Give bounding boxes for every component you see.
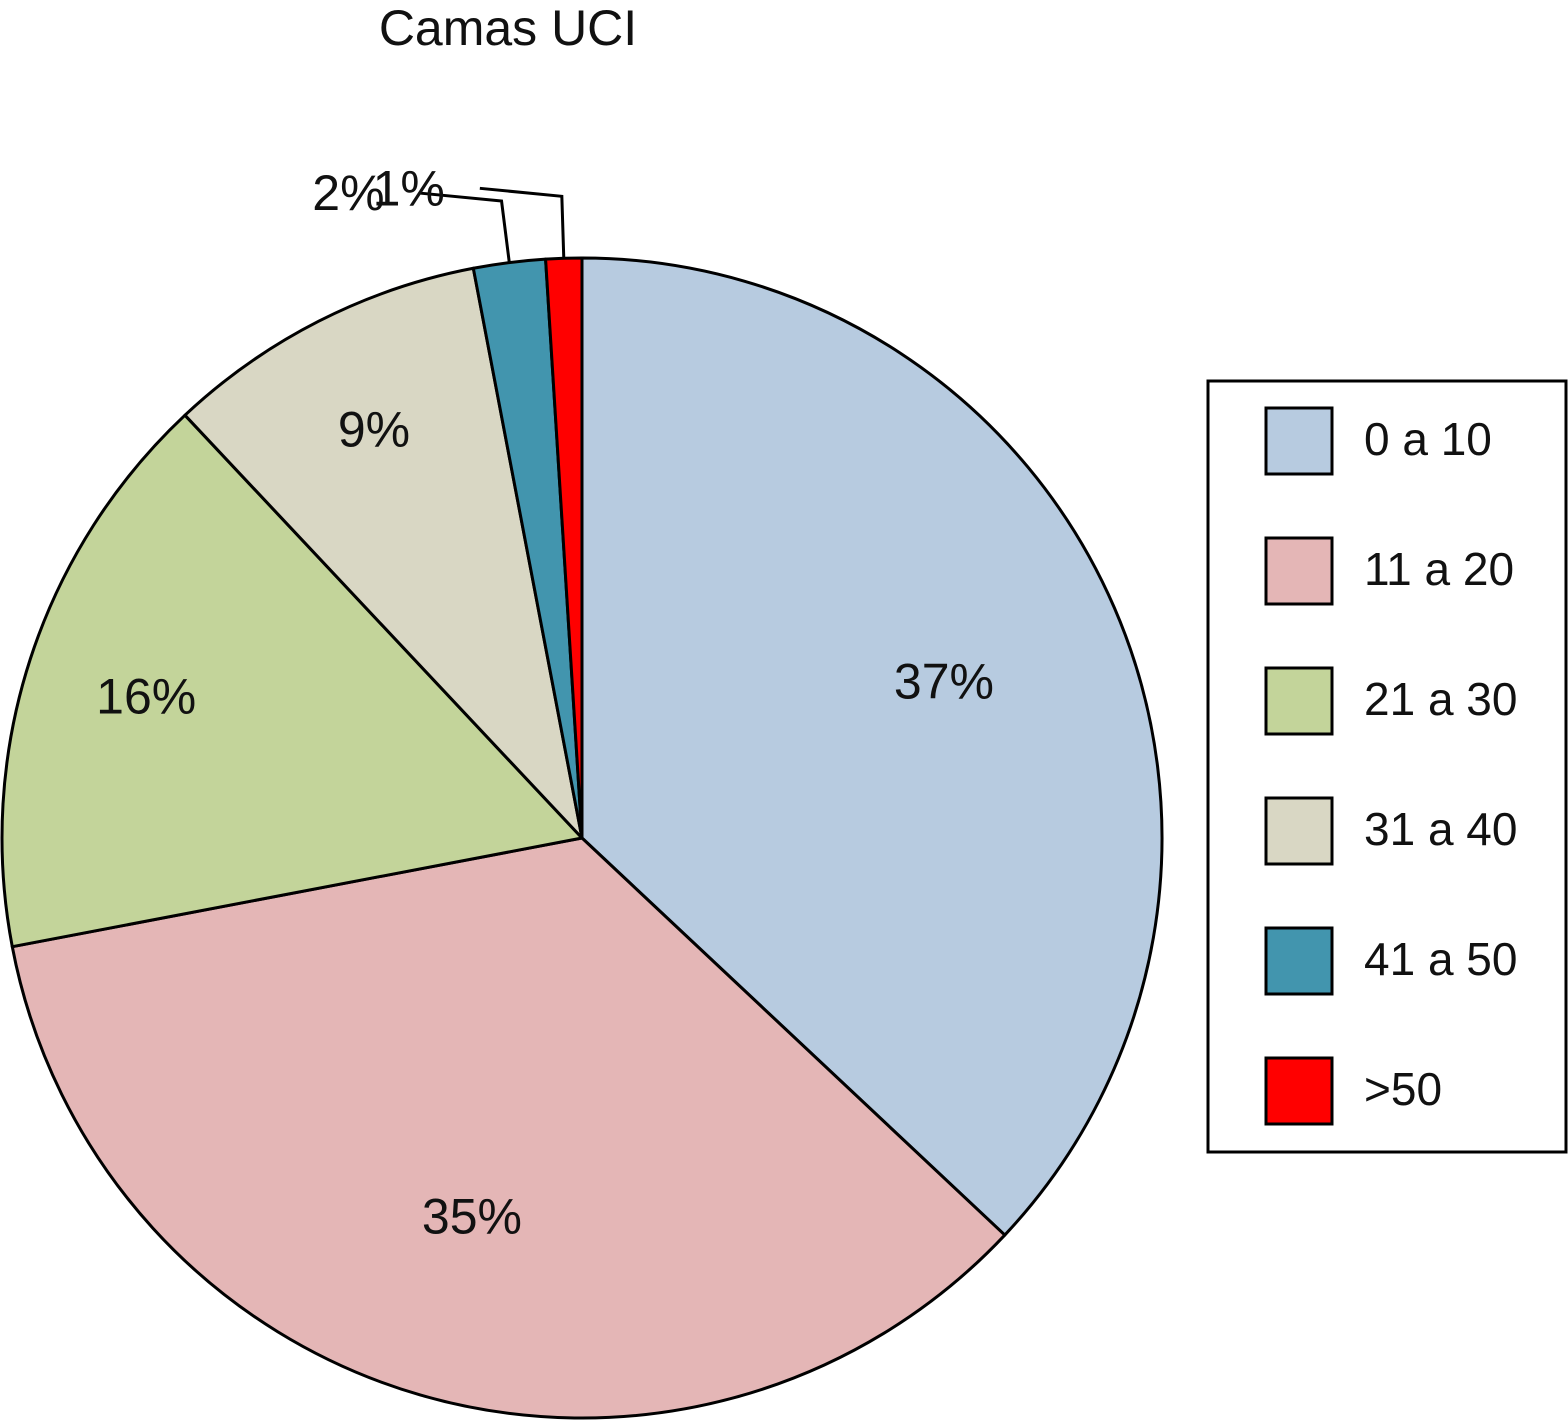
pie-slice-21-a-30 <box>0 413 584 949</box>
data-label-31-a-40: 9% <box>338 402 410 458</box>
legend-swatch-gt-50 <box>1264 1056 1334 1126</box>
pie-slice-gt-50 <box>544 256 584 840</box>
legend-items: 0 a 10 11 a 20 21 a 30 31 a 40 41 a 50 >50 <box>1264 406 1517 1126</box>
legend: 0 a 10 11 a 20 21 a 30 31 a 40 41 a 50 >50 <box>1206 379 1568 1154</box>
legend-label-gt-50: >50 <box>1364 1063 1442 1115</box>
legend-swatch-31-a-40 <box>1264 796 1334 866</box>
legend-label-11-a-20: 11 a 20 <box>1364 543 1514 595</box>
legend-swatch-11-a-20 <box>1264 536 1334 606</box>
legend-label-21-a-30: 21 a 30 <box>1364 673 1517 725</box>
legend-label-0-a-10: 0 a 10 <box>1364 413 1492 465</box>
legend-frame <box>1206 379 1568 1154</box>
legend-swatch-21-a-30 <box>1264 666 1334 736</box>
data-label-41-a-50: 2% <box>312 165 384 221</box>
data-label-gt-50: 1% <box>373 160 445 216</box>
pie-data-labels: 37% 35% 16% 9% 2%1% <box>96 160 994 1244</box>
leader-line-41-a-50 <box>419 191 511 263</box>
leader-line-gt-50 <box>479 186 566 259</box>
pie-slice-11-a-20 <box>10 836 1007 1420</box>
legend-swatch-41-a-50 <box>1264 926 1334 996</box>
pie-slice-0-a-10 <box>580 256 1164 1237</box>
pie-slices <box>0 256 1164 1420</box>
data-label-21-a-30: 16% <box>96 668 196 724</box>
pie-slice-31-a-40 <box>183 266 584 840</box>
data-label-11-a-20: 35% <box>422 1189 522 1245</box>
legend-label-31-a-40: 31 a 40 <box>1364 803 1517 855</box>
data-label-0-a-10: 37% <box>894 653 994 709</box>
pie-leader-lines <box>419 186 566 263</box>
chart-title: Camas UCI <box>379 0 637 56</box>
legend-swatch-0-a-10 <box>1264 406 1334 476</box>
legend-label-41-a-50: 41 a 50 <box>1364 933 1517 985</box>
